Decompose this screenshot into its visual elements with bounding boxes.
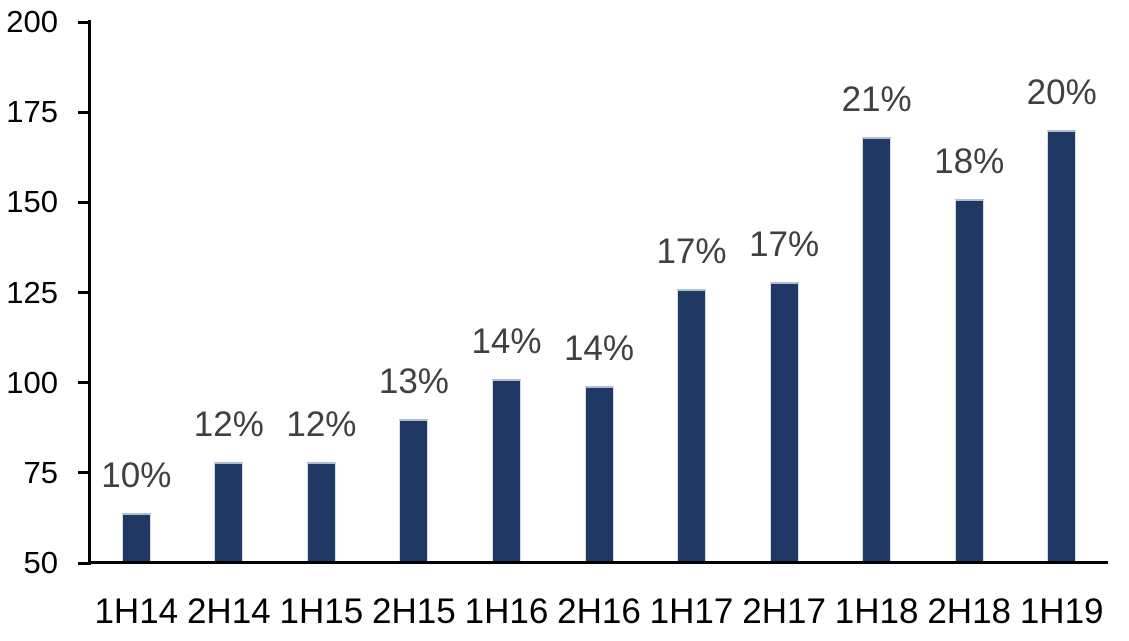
y-axis-tick [78,561,88,565]
y-axis-tick [78,110,88,114]
x-axis-tick-label: 2H14 [186,592,271,631]
y-axis-tick-label: 125 [6,274,58,310]
bar-value-label: 17% [749,225,820,264]
bar-value-label: 12% [193,405,264,444]
bar-1H15 [306,462,336,563]
bar-2H16 [584,386,614,563]
x-axis-tick-label: 1H19 [1019,592,1104,631]
bar-2H17 [769,282,799,563]
bar-2H15 [399,419,429,563]
bar-value-label: 20% [1026,73,1097,112]
bar-value-label: 14% [471,322,542,361]
bar-1H14 [121,513,151,563]
bar-value-label: 13% [378,362,449,401]
y-axis-tick [78,200,88,204]
y-axis-tick-label: 200 [6,4,58,39]
bar-value-label: 10% [101,456,172,495]
bar-1H16 [492,379,521,563]
bar-2H14 [214,462,244,563]
y-axis-tick-label: 50 [23,545,58,580]
bar-value-label: 18% [934,142,1005,181]
y-axis-tick-label: 75 [23,454,58,490]
y-axis-tick-label: 150 [6,184,58,220]
x-axis-tick-label: 1H15 [279,592,364,631]
bar-1H17 [677,289,706,563]
x-axis-tick-label: 1H16 [464,592,549,631]
bar-value-label: 14% [563,329,635,368]
y-axis-tick-label: 100 [6,364,58,400]
bar-value-label: 17% [656,232,727,271]
x-axis-tick-label: 2H17 [742,592,826,631]
bar-1H19 [1047,130,1077,563]
y-axis-tick [78,20,88,24]
bar-value-label: 21% [841,80,912,119]
y-axis-tick-label: 175 [6,94,58,130]
x-axis-line [88,561,1108,564]
y-axis-line [88,20,91,565]
x-axis-tick-label: 2H15 [372,592,456,631]
y-axis-tick [78,381,88,385]
x-axis-tick-label: 2H16 [557,592,641,631]
bar-1H18 [862,137,892,563]
x-axis-tick-label: 2H18 [927,592,1012,631]
bar-2H18 [954,199,984,563]
x-axis-tick-label: 1H18 [834,592,919,631]
x-axis-tick-label: 1H17 [649,592,734,631]
x-axis-tick-label: 1H14 [94,592,179,631]
y-axis-tick [78,291,88,294]
bar-value-label: 12% [286,405,357,444]
y-axis-tick [78,471,88,475]
